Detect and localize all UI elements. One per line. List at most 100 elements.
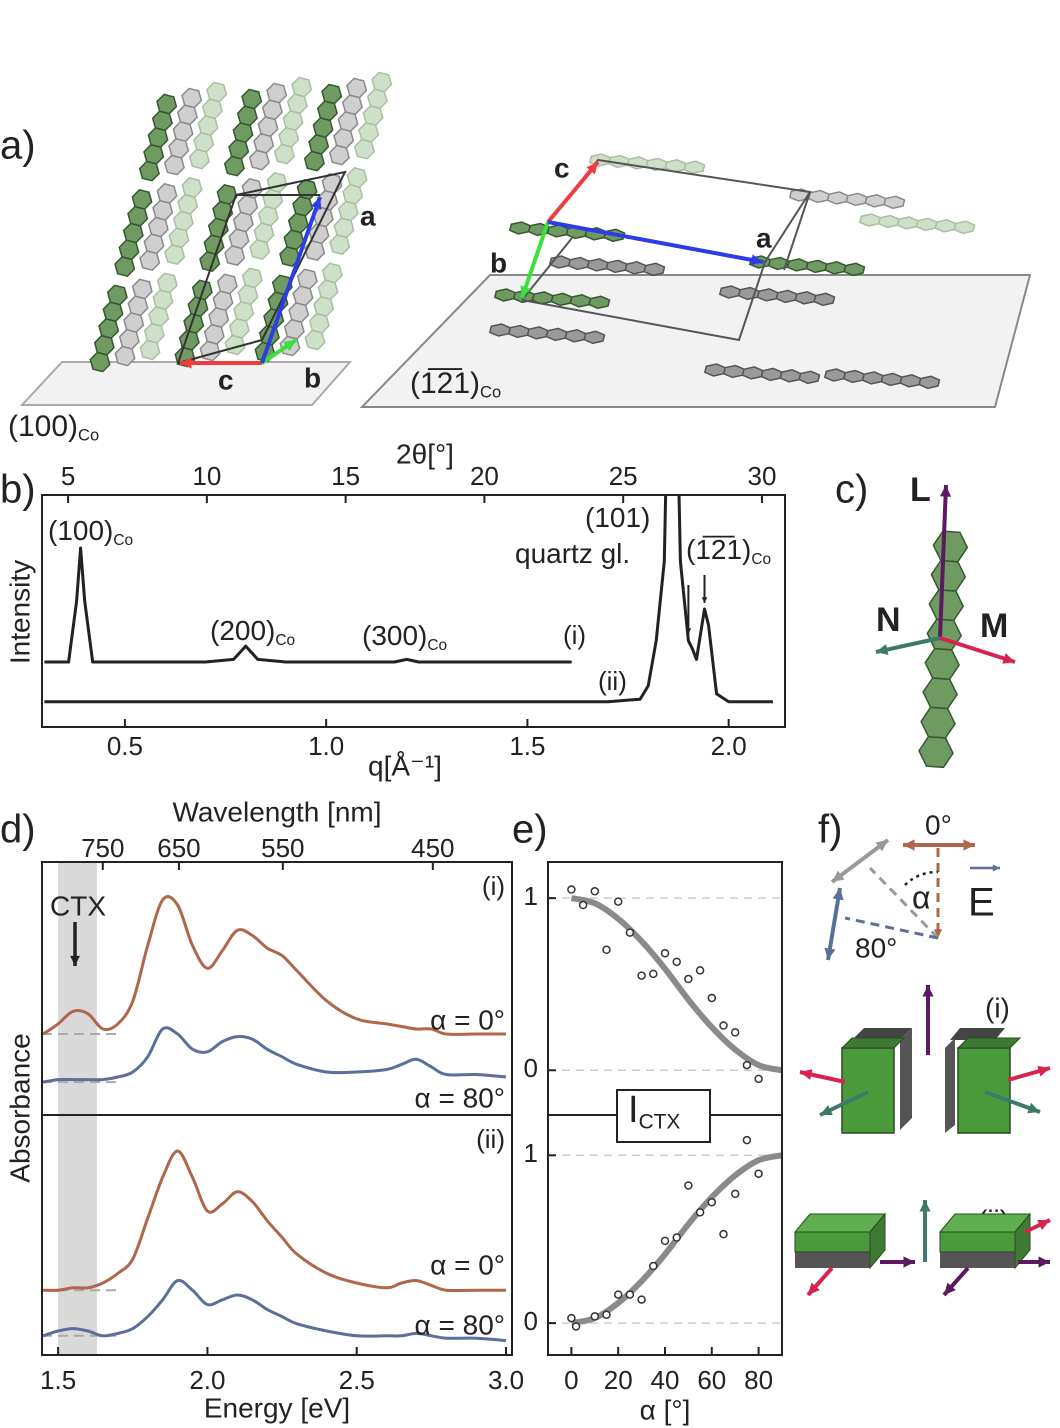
point [590,887,600,896]
point [695,966,705,975]
arrow-head [750,254,763,266]
arrow-head [180,357,192,369]
peak-label: (300)Co [362,620,447,654]
y-tick-label: 1 [524,1138,538,1168]
point [602,945,611,955]
ring [779,369,802,383]
x-tick-label: 5 [61,461,75,491]
point [578,900,588,910]
ring [722,364,745,379]
arrow [939,636,1016,664]
plot-frame [41,1114,513,1356]
ring [266,82,288,104]
y-tick-label: 0 [524,1053,538,1083]
point [571,1322,581,1331]
ring [932,530,969,563]
x-axis-label: Energy [eV] [204,1392,350,1423]
panel-label: f) [818,808,842,852]
point [754,1074,763,1084]
plane-label-main: (1̅2̅1) [410,367,480,400]
x-tick-label: 10 [192,461,221,491]
ring [877,214,900,229]
ring [842,369,865,384]
annotation: ICTX [628,1089,680,1133]
ring [899,374,922,388]
x-tick-label: 15 [331,461,360,491]
ring [216,273,238,295]
series-label: (i) [563,620,586,650]
annotation: CTX [50,890,106,921]
x-tick-label: 750 [81,833,124,863]
ring [131,278,153,300]
ring [586,258,609,272]
ring [624,261,647,275]
ring [241,267,263,289]
peak-label-main: (100) [48,515,113,546]
axis-label: b [304,362,321,393]
arrow-head [1037,1065,1050,1077]
arrow-head [310,197,322,210]
series-label: α = 0° [430,1249,505,1280]
ring [526,326,549,340]
x-tick-label: 1.5 [509,731,545,761]
slab [794,1231,871,1253]
x-tick-label: 20 [604,1365,633,1395]
peak-label: (200)Co [210,615,295,649]
ring [206,81,228,103]
ring [569,294,592,308]
point [649,969,658,979]
ring [896,216,919,230]
y-tick-label: 0 [524,1306,538,1336]
point [660,1236,670,1246]
block [900,1028,912,1130]
x-tick-label: 2.0 [189,1365,225,1395]
plane-label: (1̅2̅1)Co [410,367,501,402]
ring [371,71,393,93]
ring [296,178,318,200]
x-tick-label: 650 [157,833,200,863]
ring [922,677,958,710]
ring [924,647,960,680]
angle-label: 0° [925,809,952,840]
vector-label: N [876,601,901,639]
arrow-head [70,955,80,966]
ring [493,288,517,302]
arrow-head [944,1282,956,1295]
point [649,1261,658,1271]
block [852,1028,912,1040]
arrow-head [903,1256,915,1268]
block [945,1038,955,1133]
substrate [19,361,353,406]
arrow-head [922,985,934,997]
point [613,1290,623,1299]
ring [703,363,727,377]
arrow-head [824,947,836,960]
arrow-head [701,597,708,603]
ring [216,183,238,205]
axis-label: c [554,152,570,183]
y-tick-label: 1 [524,881,538,911]
block [840,1037,906,1049]
point [684,974,693,984]
ring [241,88,263,110]
ring [550,292,573,307]
point [625,928,635,937]
ring [346,77,368,99]
arrow-head [520,285,531,298]
x-tick-label: 0.5 [107,731,143,761]
line [44,495,773,704]
ring [488,323,512,337]
point [602,1310,611,1319]
angle-arc [904,870,939,886]
point [707,993,717,1003]
ring [266,171,288,193]
slab [938,1213,1032,1233]
arrow-head [876,644,889,655]
vector-label: M [980,607,1008,645]
peak-label-main: (101) [585,502,650,533]
block [956,1037,1022,1049]
ring [775,289,798,304]
x-tick-label: 20 [470,461,499,491]
peak-label-main: (1̅2̅1) [686,534,751,565]
peak-label-sub: Co [275,632,295,649]
